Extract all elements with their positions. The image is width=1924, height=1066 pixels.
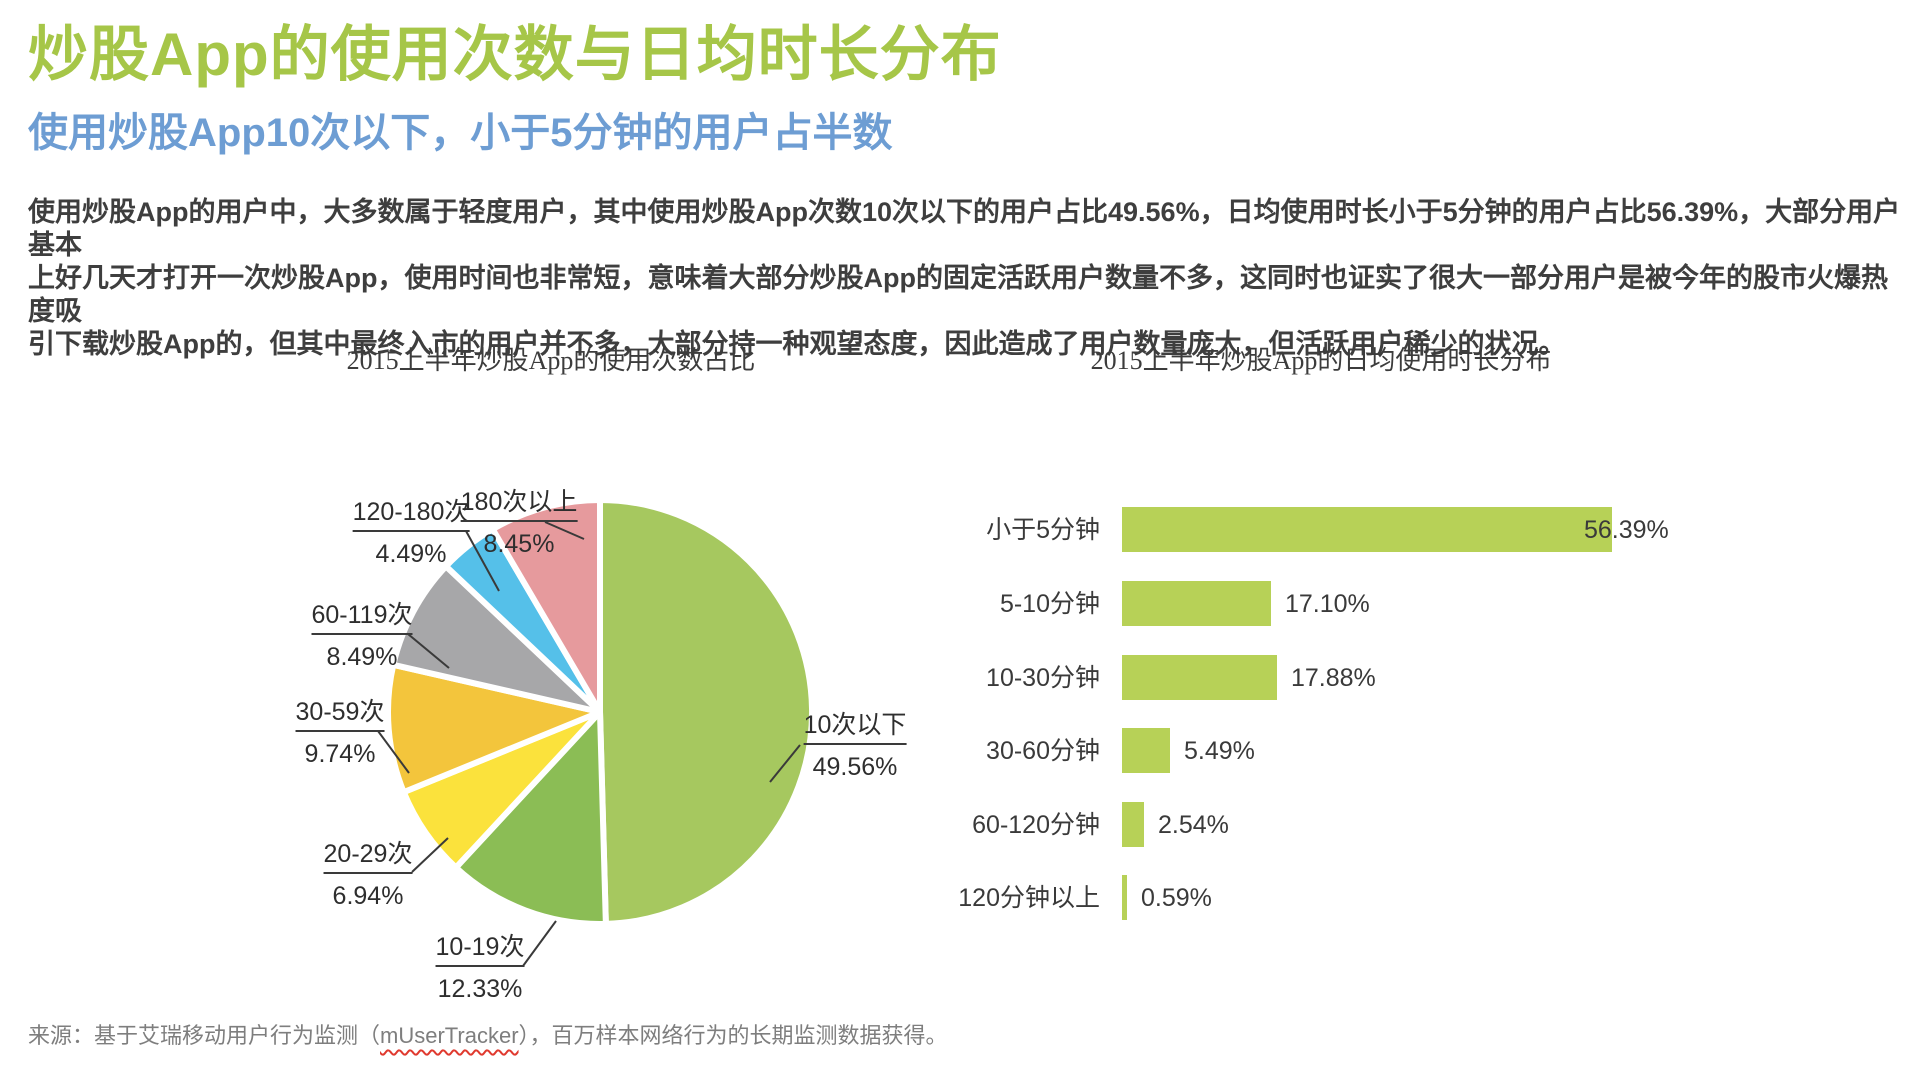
bar-chart-area: 小于5分钟 56.39% 5-10分钟 17.10% 10-30分钟 17.88% 30-6… — [940, 480, 1860, 960]
source-musertracker: mUserTracker — [380, 1023, 519, 1048]
pie-slice-label-6: 180次以上 8.45% — [460, 487, 578, 559]
bar-value-label-5: 0.59% — [1141, 884, 1212, 912]
pie-slice-1 — [452, 709, 609, 927]
bar-2 — [1122, 655, 1277, 700]
bar-3 — [1122, 728, 1170, 773]
pie-slice-value: 8.45% — [483, 530, 555, 558]
bar-category-label-5: 120分钟以上 — [958, 884, 1100, 912]
bar-category-label-1: 5-10分钟 — [999, 590, 1100, 618]
pie-chart-title: 2015上半年炒股App的使用次数占比 — [346, 346, 756, 375]
bar-value-label-4: 2.54% — [1158, 811, 1229, 839]
pie-slice-label-1: 10-19次 12.33% — [435, 932, 525, 1004]
bar-5 — [1122, 875, 1127, 920]
pie-slice-6 — [489, 497, 603, 715]
pie-slice-0 — [597, 497, 816, 927]
bar-chart-title: 2015上半年炒股App的日均使用时长分布 — [1090, 346, 1552, 375]
pie-leader-line-1 — [522, 920, 557, 967]
pie-slice-label-0: 10次以下 49.56% — [803, 710, 907, 782]
pie-slice-4 — [390, 563, 603, 715]
pie-leader-line-4 — [407, 633, 450, 669]
pie-leader-line-2 — [411, 837, 449, 873]
pie-slice-category: 10次以下 — [803, 710, 907, 745]
pie-slice-label-4: 60-119次 8.49% — [311, 600, 413, 672]
bar-category-label-0: 小于5分钟 — [986, 516, 1100, 544]
intro-line-2: 上好几天才打开一次炒股App，使用时间也非常短，意味着大部分炒股App的固定活跃… — [28, 263, 1888, 326]
intro-paragraph: 使用炒股App的用户中，大多数属于轻度用户，其中使用炒股App次数10次以下的用… — [28, 196, 1912, 361]
source-note: 来源：基于艾瑞移动用户行为监测（mUserTracker），百万样本网络行为的长… — [28, 1018, 948, 1050]
pie-leader-line-3 — [377, 730, 410, 774]
pie-slice-category: 30-59次 — [295, 697, 385, 732]
source-text-suffix: ），百万样本网络行为的长期监测数据获得。 — [518, 1023, 948, 1048]
pie-slice-value: 8.49% — [326, 643, 398, 671]
pie-slice-label-2: 20-29次 6.94% — [323, 839, 413, 911]
bar-category-label-3: 30-60分钟 — [986, 737, 1100, 765]
bar-1 — [1122, 581, 1271, 626]
intro-line-3: 引下载炒股App的，但其中最终入市的用户并不多，大部分持一种观望态度，因此造成了… — [28, 329, 1566, 359]
pie-slice-category: 20-29次 — [323, 839, 413, 874]
intro-line-1: 使用炒股App的用户中，大多数属于轻度用户，其中使用炒股App次数10次以下的用… — [28, 197, 1901, 260]
pie-slice-label-3: 30-59次 9.74% — [295, 697, 385, 769]
page-title: 炒股App的使用次数与日均时长分布 — [28, 21, 1002, 88]
pie-slice-value: 6.94% — [332, 882, 404, 910]
pie-leader-line-5 — [465, 530, 500, 592]
bar-category-label-4: 60-120分钟 — [972, 811, 1100, 839]
pie-slice-category: 120-180次 — [352, 497, 470, 532]
pie-slice-category: 10-19次 — [435, 932, 525, 967]
pie-leader-line-0 — [769, 744, 801, 783]
bar-value-label-2: 17.88% — [1291, 664, 1376, 692]
pie-slice-value: 12.33% — [437, 975, 523, 1003]
pie-slice-value: 9.74% — [304, 740, 376, 768]
bar-value-label-0: 56.39% — [1584, 516, 1669, 544]
bar-4 — [1122, 802, 1144, 847]
bar-value-label-1: 17.10% — [1285, 590, 1370, 618]
pie-leader-line-6 — [544, 521, 585, 540]
pie-slice-value: 4.49% — [375, 540, 447, 568]
pie-slice-label-5: 120-180次 4.49% — [352, 497, 470, 569]
bar-category-label-2: 10-30分钟 — [986, 664, 1100, 692]
pie-slice-3 — [384, 661, 603, 796]
page-subtitle: 使用炒股App10次以下，小于5分钟的用户占半数 — [28, 111, 893, 155]
pie-slice-category: 60-119次 — [311, 600, 413, 635]
bar-value-label-3: 5.49% — [1184, 737, 1255, 765]
source-text-prefix: 来源：基于艾瑞移动用户行为监测（ — [28, 1023, 381, 1048]
pie-slice-value: 49.56% — [812, 753, 898, 781]
pie-slice-category: 180次以上 — [460, 487, 578, 522]
bar-0 — [1122, 507, 1612, 552]
